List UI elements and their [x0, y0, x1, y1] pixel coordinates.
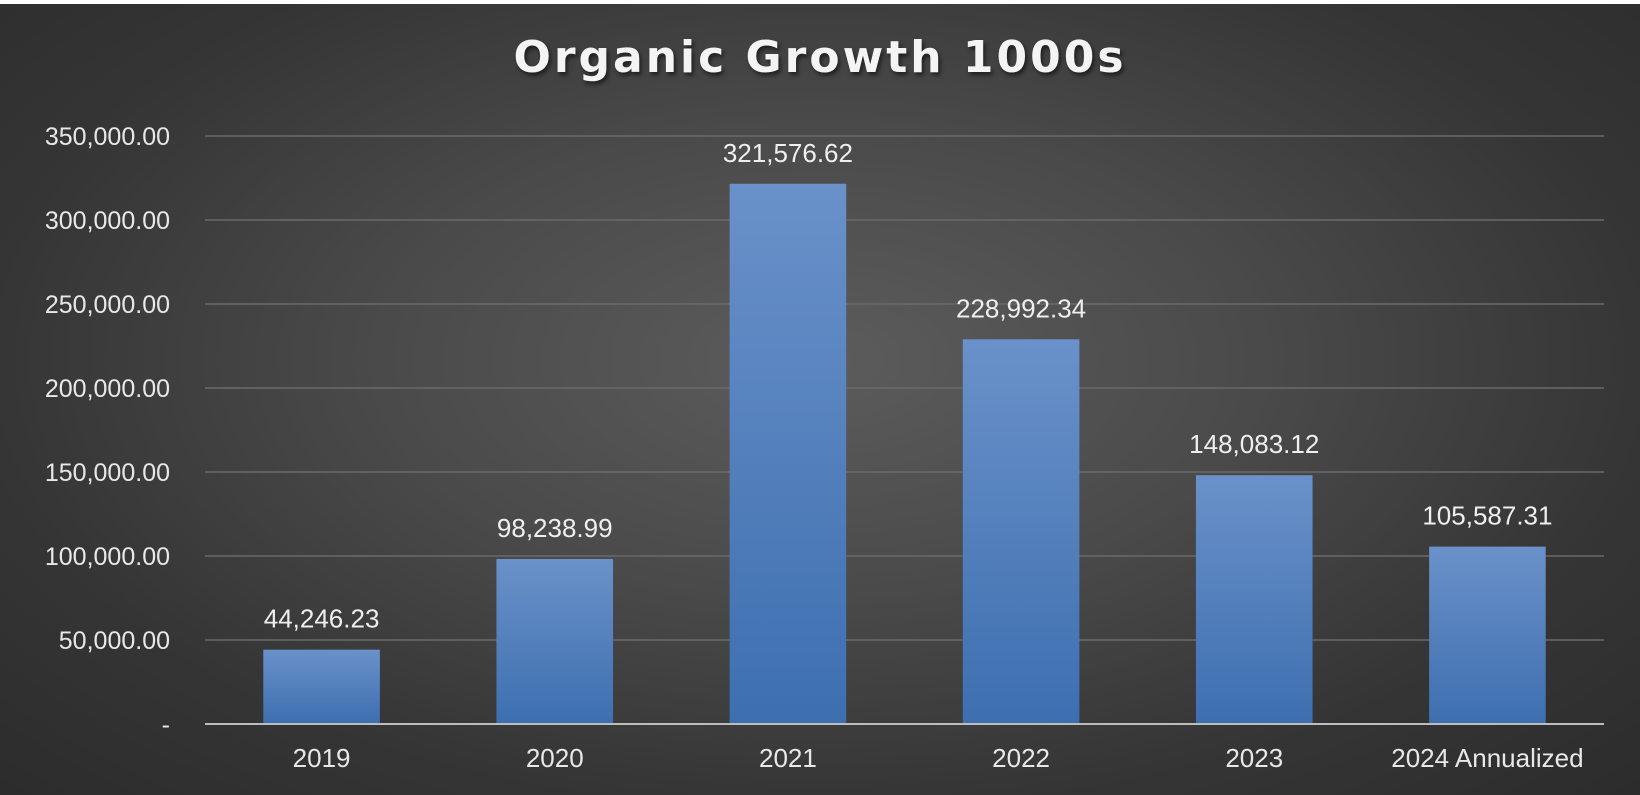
y-tick-label: 300,000.00	[45, 207, 170, 235]
bars	[263, 183, 1546, 724]
y-tick-label: 150,000.00	[45, 459, 170, 487]
chart-frame: Organic Growth 1000s - 50,000.00 100,000.0…	[0, 4, 1640, 795]
data-label: 148,083.12	[1189, 429, 1319, 459]
y-tick-label: 350,000.00	[45, 123, 170, 151]
bar-2019	[263, 649, 380, 724]
data-label: 98,238.99	[497, 513, 613, 543]
bar-2021	[729, 183, 847, 724]
x-axis-labels: 2019 2020 2021 2022 2023 2024 Annualized	[293, 743, 1584, 773]
x-tick-label: 2019	[293, 743, 351, 773]
y-tick-label: 250,000.00	[45, 291, 170, 319]
data-label: 44,246.23	[264, 604, 380, 634]
data-label: 228,992.34	[956, 293, 1086, 323]
data-label: 105,587.31	[1422, 501, 1552, 531]
x-tick-label: 2020	[526, 743, 584, 773]
y-tick-label: 50,000.00	[59, 627, 170, 655]
data-labels: 44,246.23 98,238.99 321,576.62 228,992.34 14…	[264, 138, 1553, 634]
grid-lines	[205, 135, 1604, 641]
x-tick-label: 2021	[759, 743, 817, 773]
y-tick-label: 200,000.00	[45, 375, 170, 403]
x-tick-label: 2023	[1225, 743, 1283, 773]
chart-plot: - 50,000.00 100,000.00 150,000.00 200,000.00…	[45, 123, 1604, 773]
bar-2022	[962, 339, 1080, 724]
y-axis-ticks: - 50,000.00 100,000.00 150,000.00 200,000.00…	[45, 123, 170, 739]
x-tick-label: 2024 Annualized	[1391, 743, 1583, 773]
x-tick-label: 2022	[992, 743, 1050, 773]
bar-2024-annualized	[1429, 546, 1546, 724]
bar-2020	[496, 558, 614, 724]
y-tick-label: -	[162, 711, 170, 739]
bar-2023	[1195, 475, 1313, 724]
chart-title: Organic Growth 1000s	[513, 32, 1127, 83]
data-label: 321,576.62	[723, 138, 853, 168]
y-tick-label: 100,000.00	[45, 543, 170, 571]
